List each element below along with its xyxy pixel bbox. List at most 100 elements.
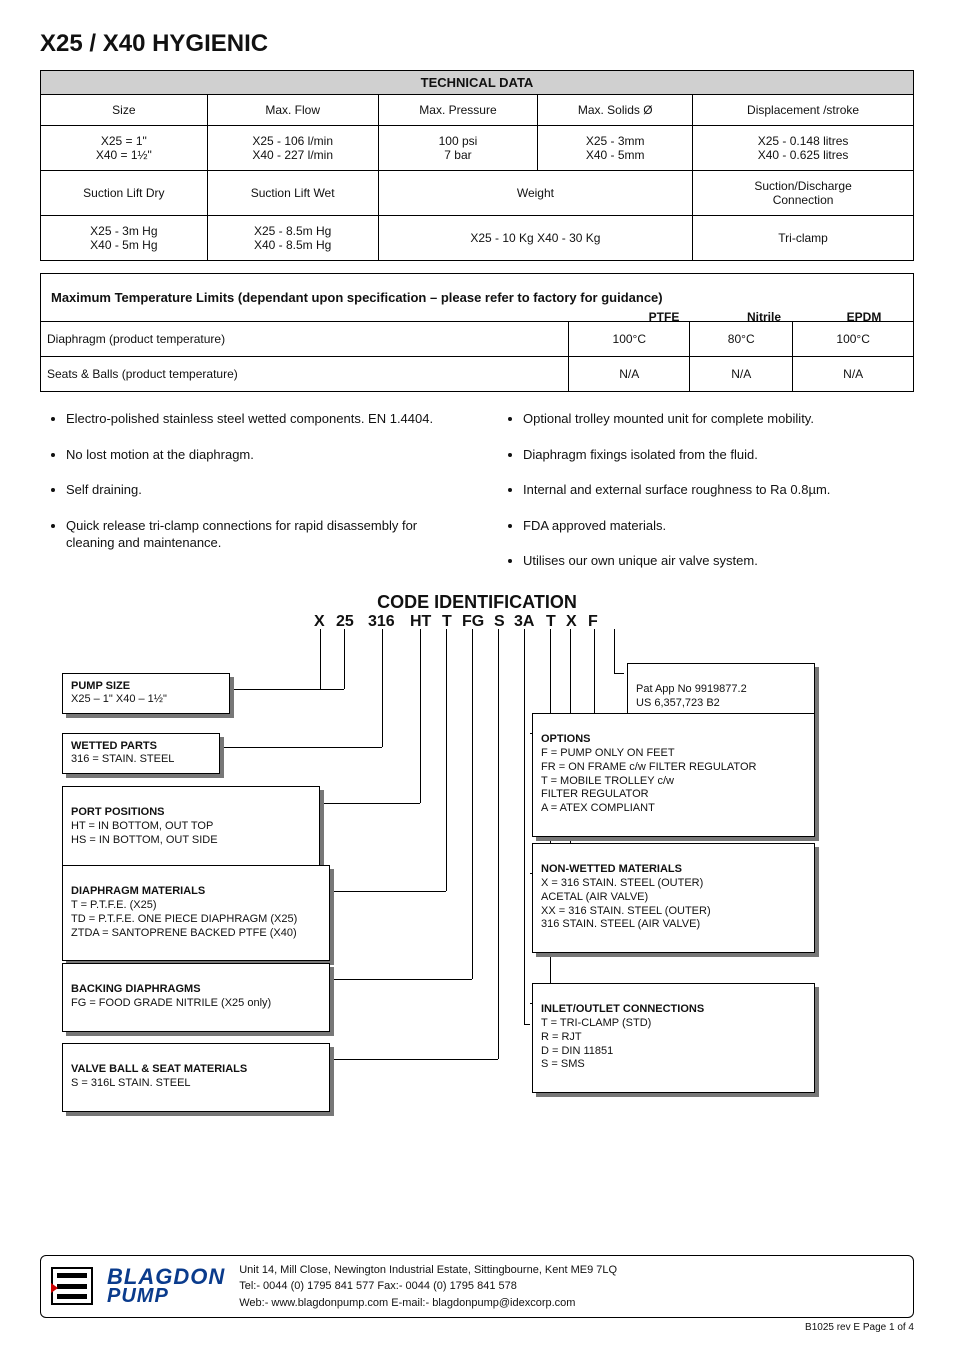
footer: BLAGDONPUMP Unit 14, Mill Close, Newingt… <box>40 1255 914 1334</box>
lead-line <box>317 1059 498 1060</box>
box-backing: BACKING DIAPHRAGMS FG = FOOD GRADE NITRI… <box>62 963 330 1032</box>
box-title: DIAPHRAGM MATERIALS <box>71 885 205 897</box>
brand-logo-icon <box>51 1267 93 1305</box>
box-title: INLET/OUTLET CONNECTIONS <box>541 1003 704 1015</box>
lead-line <box>524 629 525 1024</box>
th-conn: Suction/Discharge Connection <box>693 171 914 216</box>
brand-wordmark: BLAGDONPUMP <box>107 1267 225 1305</box>
td-maxsolids: X25 - 3mm X40 - 5mm <box>538 126 693 171</box>
t2-r0-c2: 100°C <box>793 322 914 357</box>
td-conn: Tri-clamp <box>693 216 914 261</box>
box-title: PORT POSITIONS <box>71 806 165 818</box>
lead-line <box>320 629 321 689</box>
code-id-title: CODE IDENTIFICATION <box>40 592 914 613</box>
revision-label: B1025 rev E Page 1 of 4 <box>40 1322 914 1333</box>
t2-row0-label: Diaphragm (product temperature) <box>41 322 569 357</box>
box-nonwet: NON-WETTED MATERIALS X = 316 STAIN. STEE… <box>532 843 815 953</box>
lead-line <box>382 629 383 747</box>
box-valve: VALVE BALL & SEAT MATERIALS S = 316L STA… <box>62 1043 330 1112</box>
box-pump-size: PUMP SIZE X25 – 1" X40 – 1½" <box>62 673 230 715</box>
t2-r0-c1: 80°C <box>690 322 793 357</box>
box-text: X25 – 1" X40 – 1½" <box>71 693 167 705</box>
lead-line <box>446 629 447 891</box>
bullets-left: Electro-polished stainless steel wetted … <box>40 410 457 588</box>
box-text: F = PUMP ONLY ON FEET FR = ON FRAME c/w … <box>541 747 806 816</box>
contact-block: Unit 14, Mill Close, Newington Industria… <box>239 1262 903 1312</box>
box-text: HT = IN BOTTOM, OUT TOP HS = IN BOTTOM, … <box>71 820 311 848</box>
bullet: Diaphragm fixings isolated from the flui… <box>523 446 914 464</box>
box-text: S = 316L STAIN. STEEL <box>71 1077 321 1091</box>
contact-web: Web:- www.blagdonpump.com E-mail:- blagd… <box>239 1295 903 1312</box>
th-disp: Displacement /stroke <box>693 95 914 126</box>
page: X25 / X40 HYGIENIC TECHNICAL DATA Size M… <box>0 0 954 1351</box>
box-title: VALVE BALL & SEAT MATERIALS <box>71 1063 247 1075</box>
box-conn: INLET/OUTLET CONNECTIONS T = TRI-CLAMP (… <box>532 983 815 1093</box>
lead-line <box>307 803 420 804</box>
lead-line <box>498 629 499 1059</box>
lead-line <box>217 689 344 690</box>
lead-line <box>614 673 624 674</box>
bullet: Self draining. <box>66 481 457 499</box>
contact-address: Unit 14, Mill Close, Newington Industria… <box>239 1262 903 1279</box>
code-segment: FG <box>462 613 484 631</box>
th-maxpress: Max. Pressure <box>378 95 538 126</box>
t2-r1-c0: N/A <box>569 357 690 392</box>
t2-col-nitrile: Nitrile <box>714 310 814 324</box>
th-sld: Suction Lift Dry <box>41 171 208 216</box>
box-port: PORT POSITIONS HT = IN BOTTOM, OUT TOP H… <box>62 786 320 869</box>
code-segment: X <box>566 613 577 631</box>
td-sld: X25 - 3m Hg X40 - 5m Hg <box>41 216 208 261</box>
box-title: BACKING DIAPHRAGMS <box>71 983 201 995</box>
box-options: OPTIONS F = PUMP ONLY ON FEET FR = ON FR… <box>532 713 815 837</box>
lead-line <box>420 629 421 803</box>
lead-line <box>317 891 446 892</box>
bullet: No lost motion at the diaphragm. <box>66 446 457 464</box>
tech-data-table: TECHNICAL DATA Size Max. Flow Max. Press… <box>40 70 914 261</box>
t2-r1-c2: N/A <box>793 357 914 392</box>
code-diagram: X25316HTTFGS3ATXF PUMP SIZE X25 – 1" X4 <box>42 613 912 1123</box>
brand-box: BLAGDONPUMP Unit 14, Mill Close, Newingt… <box>40 1255 914 1319</box>
box-title: PUMP SIZE <box>71 680 130 692</box>
bullet: FDA approved materials. <box>523 517 914 535</box>
t2-col-epdm: EPDM <box>814 310 914 324</box>
box-text: T = TRI-CLAMP (STD) R = RJT D = DIN 1185… <box>541 1017 806 1072</box>
bullet: Internal and external surface roughness … <box>523 481 914 499</box>
bullets-right: Optional trolley mounted unit for comple… <box>497 410 914 588</box>
box-text: X = 316 STAIN. STEEL (OUTER) ACETAL (AIR… <box>541 877 806 932</box>
th-maxsolids: Max. Solids Ø <box>538 95 693 126</box>
temp-table: Maximum Temperature Limits (dependant up… <box>40 273 914 392</box>
contact-phone: Tel:- 0044 (0) 1795 841 577 Fax:- 0044 (… <box>239 1278 903 1295</box>
th-slw: Suction Lift Wet <box>207 171 378 216</box>
t2-row1-label: Seats & Balls (product temperature) <box>41 357 569 392</box>
page-title: X25 / X40 HYGIENIC <box>40 30 914 58</box>
box-title: NON-WETTED MATERIALS <box>541 863 682 875</box>
code-segment: S <box>494 613 505 631</box>
box-text: 316 = STAIN. STEEL <box>71 753 174 765</box>
t2-col-ptfe: PTFE <box>614 310 714 324</box>
lead-line <box>207 747 382 748</box>
bullet: Electro-polished stainless steel wetted … <box>66 410 457 428</box>
td-maxpress: 100 psi 7 bar <box>378 126 538 171</box>
bullet: Utilises our own unique air valve system… <box>523 552 914 570</box>
td-maxflow: X25 - 106 l/min X40 - 227 l/min <box>207 126 378 171</box>
td-size: X25 = 1" X40 = 1½" <box>41 126 208 171</box>
box-diaphragm: DIAPHRAGM MATERIALS T = P.T.F.E. (X25) T… <box>62 865 330 962</box>
td-disp: X25 - 0.148 litres X40 - 0.625 litres <box>693 126 914 171</box>
box-patent: Pat App No 9919877.2 US 6,357,723 B2 <box>627 663 815 718</box>
t2-r1-c1: N/A <box>690 357 793 392</box>
box-wetted: WETTED PARTS 316 = STAIN. STEEL <box>62 733 220 775</box>
lead-line <box>614 629 615 673</box>
box-title: WETTED PARTS <box>71 740 157 752</box>
table1-header: TECHNICAL DATA <box>41 71 914 95</box>
lead-line <box>524 1024 530 1025</box>
bullet: Optional trolley mounted unit for comple… <box>523 410 914 428</box>
box-text: FG = FOOD GRADE NITRILE (X25 only) <box>71 997 321 1011</box>
bullet: Quick release tri-clamp connections for … <box>66 517 457 552</box>
lead-line <box>317 979 472 980</box>
box-text: T = P.T.F.E. (X25) TD = P.T.F.E. ONE PIE… <box>71 899 321 940</box>
code-segment: F <box>588 613 598 631</box>
feature-bullets: Electro-polished stainless steel wetted … <box>40 410 914 588</box>
lead-line <box>472 629 473 979</box>
box-text: Pat App No 9919877.2 US 6,357,723 B2 <box>636 683 747 709</box>
th-maxflow: Max. Flow <box>207 95 378 126</box>
